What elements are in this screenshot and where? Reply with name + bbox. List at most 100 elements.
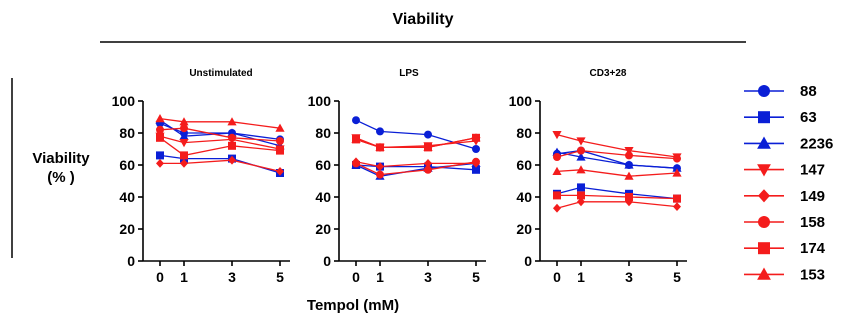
series-158 bbox=[156, 124, 284, 145]
data-point bbox=[673, 194, 681, 203]
series-line bbox=[556, 151, 678, 169]
legend-marker-square bbox=[758, 111, 770, 124]
data-point bbox=[576, 137, 586, 146]
data-point bbox=[180, 124, 188, 133]
data-point bbox=[472, 145, 480, 153]
data-point bbox=[352, 116, 360, 125]
x-tick-label: 3 bbox=[424, 269, 432, 285]
series-158 bbox=[352, 157, 480, 179]
data-point bbox=[673, 202, 681, 211]
y-tick-label: 100 bbox=[509, 93, 533, 109]
legend-label: 88 bbox=[800, 83, 817, 100]
series-line bbox=[355, 161, 476, 168]
data-point bbox=[376, 170, 384, 179]
y-tick-label: 80 bbox=[119, 125, 135, 141]
x-tick-label: 3 bbox=[625, 269, 633, 285]
series-line bbox=[556, 169, 678, 177]
series-line bbox=[355, 137, 477, 149]
data-point bbox=[673, 154, 681, 163]
y-tick-label: 60 bbox=[315, 157, 331, 173]
data-point bbox=[577, 191, 585, 200]
data-point bbox=[624, 147, 634, 156]
series-line bbox=[355, 119, 477, 150]
legend-label: 63 bbox=[800, 109, 817, 126]
data-point bbox=[625, 193, 633, 201]
series-153 bbox=[552, 165, 682, 180]
data-point bbox=[576, 152, 586, 161]
y-tick-label: 20 bbox=[119, 221, 135, 237]
y-tick-label: 40 bbox=[119, 189, 135, 205]
data-point bbox=[672, 168, 682, 177]
data-point bbox=[553, 203, 561, 213]
y-tick-label: 60 bbox=[516, 157, 532, 173]
y-tick-label: 0 bbox=[323, 253, 331, 269]
data-point bbox=[180, 151, 188, 160]
data-point bbox=[228, 141, 236, 150]
series-line bbox=[159, 135, 281, 150]
data-point bbox=[672, 163, 682, 172]
data-point bbox=[552, 166, 562, 175]
legend-marker-triangle-down bbox=[757, 164, 771, 177]
data-point bbox=[625, 151, 633, 160]
legend-item-2236: 2236 bbox=[744, 135, 833, 152]
legend-item-153: 153 bbox=[744, 266, 825, 283]
x-tick-label: 0 bbox=[352, 269, 360, 285]
legend-item-149: 149 bbox=[744, 188, 825, 205]
panel-title: LPS bbox=[399, 68, 419, 79]
data-point bbox=[553, 191, 561, 200]
data-point bbox=[376, 127, 384, 136]
series-88 bbox=[553, 146, 681, 173]
data-point bbox=[472, 157, 480, 166]
series-153 bbox=[351, 133, 481, 151]
legend-label: 158 bbox=[800, 214, 825, 231]
series-153 bbox=[155, 114, 285, 132]
data-point bbox=[552, 131, 562, 140]
data-point bbox=[553, 153, 561, 161]
series-line bbox=[556, 149, 678, 169]
data-point bbox=[471, 133, 481, 142]
data-point bbox=[352, 159, 360, 168]
panel-title: CD3+28 bbox=[590, 68, 627, 79]
legend-label: 153 bbox=[800, 266, 825, 283]
series-147 bbox=[351, 134, 481, 152]
y-axis-label-line2: (% ) bbox=[47, 169, 75, 186]
legend-marker-triangle-up bbox=[757, 267, 771, 280]
data-point bbox=[424, 159, 432, 168]
data-point bbox=[228, 155, 236, 165]
panel-title: Unstimulated bbox=[189, 68, 252, 79]
y-tick-label: 80 bbox=[516, 125, 532, 141]
y-tick-label: 60 bbox=[119, 157, 135, 173]
data-point bbox=[276, 137, 284, 145]
series-63 bbox=[156, 151, 284, 177]
legend-marker-circle bbox=[758, 85, 770, 97]
series-149 bbox=[553, 197, 681, 213]
data-point bbox=[376, 162, 384, 171]
series-line bbox=[159, 117, 281, 129]
legend-item-158: 158 bbox=[744, 214, 825, 231]
data-point bbox=[424, 130, 432, 139]
y-axis-label-line1: Viability bbox=[32, 150, 90, 167]
data-point bbox=[472, 165, 480, 174]
data-point bbox=[351, 134, 361, 143]
data-point bbox=[156, 133, 164, 142]
series-88 bbox=[352, 116, 480, 153]
y-tick-label: 0 bbox=[524, 253, 532, 269]
legend-item-174: 174 bbox=[744, 240, 826, 257]
series-line bbox=[556, 133, 678, 158]
series-174 bbox=[553, 191, 681, 203]
data-point bbox=[179, 117, 189, 126]
series-63 bbox=[553, 183, 681, 203]
series-line bbox=[160, 159, 281, 173]
data-point bbox=[179, 131, 189, 140]
legend-marker-triangle-up bbox=[757, 136, 771, 149]
series-line bbox=[159, 137, 281, 157]
data-point bbox=[375, 142, 385, 151]
legend-marker-circle bbox=[758, 216, 770, 228]
data-point bbox=[155, 114, 165, 123]
x-tick-label: 5 bbox=[673, 269, 681, 285]
data-point bbox=[156, 159, 164, 168]
y-tick-label: 40 bbox=[516, 189, 532, 205]
y-tick-label: 80 bbox=[315, 125, 331, 141]
